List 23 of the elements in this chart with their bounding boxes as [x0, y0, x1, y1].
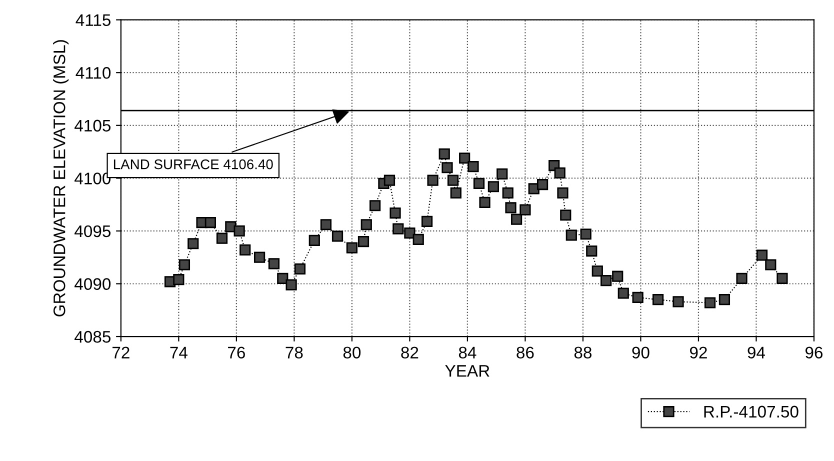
x-tick-label: 96	[805, 346, 823, 358]
x-tick-label: 76	[228, 346, 245, 358]
x-tick-label: 80	[343, 346, 361, 358]
y-tick-label: 4095	[74, 225, 111, 238]
x-tick-label: 84	[458, 346, 476, 358]
x-tick-label: 90	[632, 346, 650, 358]
x-tick-label: 72	[112, 346, 130, 358]
y-tick-label: 4105	[74, 120, 111, 132]
x-tick-label: 82	[401, 346, 418, 358]
x-tick-label: 78	[286, 346, 303, 358]
x-tick-label: 88	[574, 346, 592, 358]
x-tick-label: 94	[748, 346, 766, 358]
y-tick-label: 4090	[74, 278, 111, 290]
annotation: LAND SURFACE 4106.40	[114, 159, 273, 170]
x-tick-label: 92	[690, 346, 707, 358]
x-tick-label: 86	[516, 346, 534, 358]
y-tick-label: 4085	[74, 330, 111, 343]
y-tick-label: 4115	[76, 14, 111, 26]
x-axis-title: YEAR	[445, 365, 490, 377]
x-tick-label: 74	[170, 346, 188, 358]
legend-label: R.P.-4107.50	[704, 406, 798, 418]
y-tick-label: 4110	[76, 67, 111, 79]
y-axis-title: GROUNDWATER ELEVATION (MSL)	[53, 40, 69, 316]
